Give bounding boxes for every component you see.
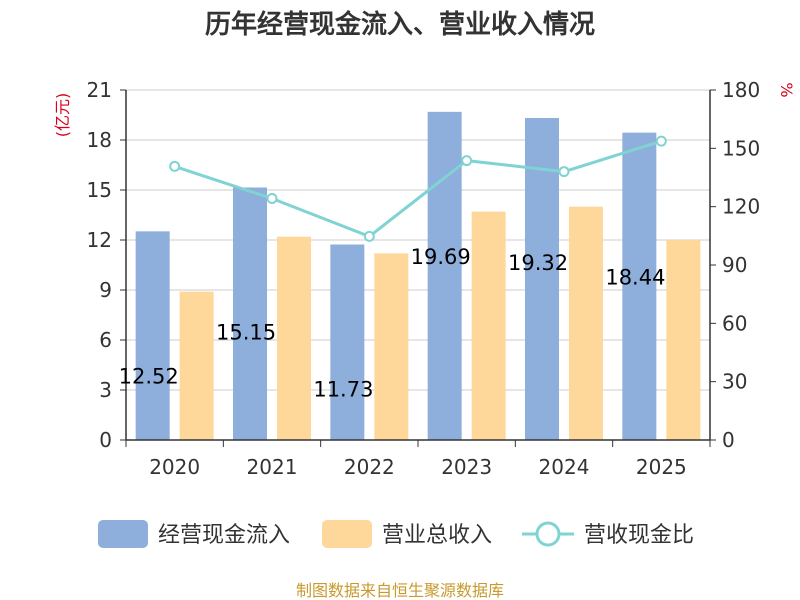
legend-label: 经营现金流入 (158, 523, 290, 548)
legend-item-revenue: 营业总收入 (322, 520, 492, 548)
left-tick-label: 15 (87, 178, 112, 202)
legend-item-cash-inflow: 经营现金流入 (98, 520, 290, 548)
bar-cash-inflow (233, 187, 267, 440)
bar-revenue (179, 291, 214, 440)
bar-data-label: 12.52 (119, 364, 179, 388)
gridlines (126, 89, 710, 391)
left-axis-unit: (亿元) (53, 93, 72, 138)
bar-cash-inflow (135, 231, 170, 440)
x-tick-label: 2024 (539, 455, 590, 479)
line-ratio (174, 139, 662, 239)
line-point (655, 135, 667, 147)
bar-data-label: 18.44 (605, 266, 665, 290)
right-tick-label: 0 (722, 428, 735, 452)
left-tick-label: 9 (99, 278, 112, 302)
data-labels: 12.52 15.15 11.73 19.69 19.32 18.44 (119, 245, 666, 402)
left-tick-label: 6 (99, 328, 112, 352)
bar-layer (135, 111, 701, 440)
bar-data-label: 19.69 (411, 245, 471, 269)
left-tick-label: 12 (87, 228, 112, 252)
legend-swatch (98, 520, 148, 548)
x-tick-label: 2020 (149, 455, 200, 479)
legend-label: 营业总收入 (382, 523, 492, 548)
x-tick-label: 2022 (344, 455, 395, 479)
source-note: 制图数据来自恒生聚源数据库 (296, 581, 504, 600)
bar-data-label: 11.73 (313, 378, 373, 402)
bar-revenue (569, 206, 603, 440)
bar-revenue (471, 211, 506, 440)
x-tick-label: 2023 (441, 455, 492, 479)
line-layer (169, 135, 667, 242)
bar-cash-inflow (427, 111, 462, 440)
right-tick-label: 60 (722, 311, 747, 335)
axes: 0 3 6 9 12 15 18 21 0 30 60 90 120 150 180 2020 2021 2022… (87, 78, 761, 479)
line-point (363, 230, 375, 242)
x-tick-label: 2021 (247, 455, 298, 479)
left-tick-label: 0 (99, 428, 112, 452)
legend-label: 营收现金比 (584, 523, 694, 548)
bar-data-label: 15.15 (216, 321, 276, 345)
legend-item-ratio: 营收现金比 (522, 521, 694, 548)
right-tick-label: 180 (722, 78, 760, 102)
x-tick-label: 2025 (636, 455, 687, 479)
left-tick-label: 3 (99, 378, 112, 402)
bar-cash-inflow (330, 244, 365, 440)
bar-revenue (277, 236, 311, 440)
bar-revenue (666, 240, 701, 440)
bar-cash-inflow (622, 132, 657, 440)
legend-swatch (322, 520, 372, 548)
bar-revenue (374, 253, 409, 440)
left-tick-label: 21 (87, 78, 112, 102)
legend-swatch-marker (535, 521, 561, 547)
line-point (266, 193, 278, 204)
left-tick-label: 18 (87, 128, 112, 152)
right-tick-label: 120 (722, 195, 760, 219)
right-tick-label: 150 (722, 136, 760, 160)
bar-data-label: 19.32 (508, 251, 568, 275)
right-tick-label: 30 (722, 370, 747, 394)
chart-title: 历年经营现金流入、营业收入情况 (205, 9, 595, 40)
line-point (461, 155, 473, 167)
right-axis-unit: % (777, 82, 796, 97)
legend: 经营现金流入 营业总收入 营收现金比 (98, 520, 694, 548)
line-point (558, 166, 570, 178)
right-tick-label: 90 (722, 253, 747, 277)
line-point (169, 160, 181, 172)
